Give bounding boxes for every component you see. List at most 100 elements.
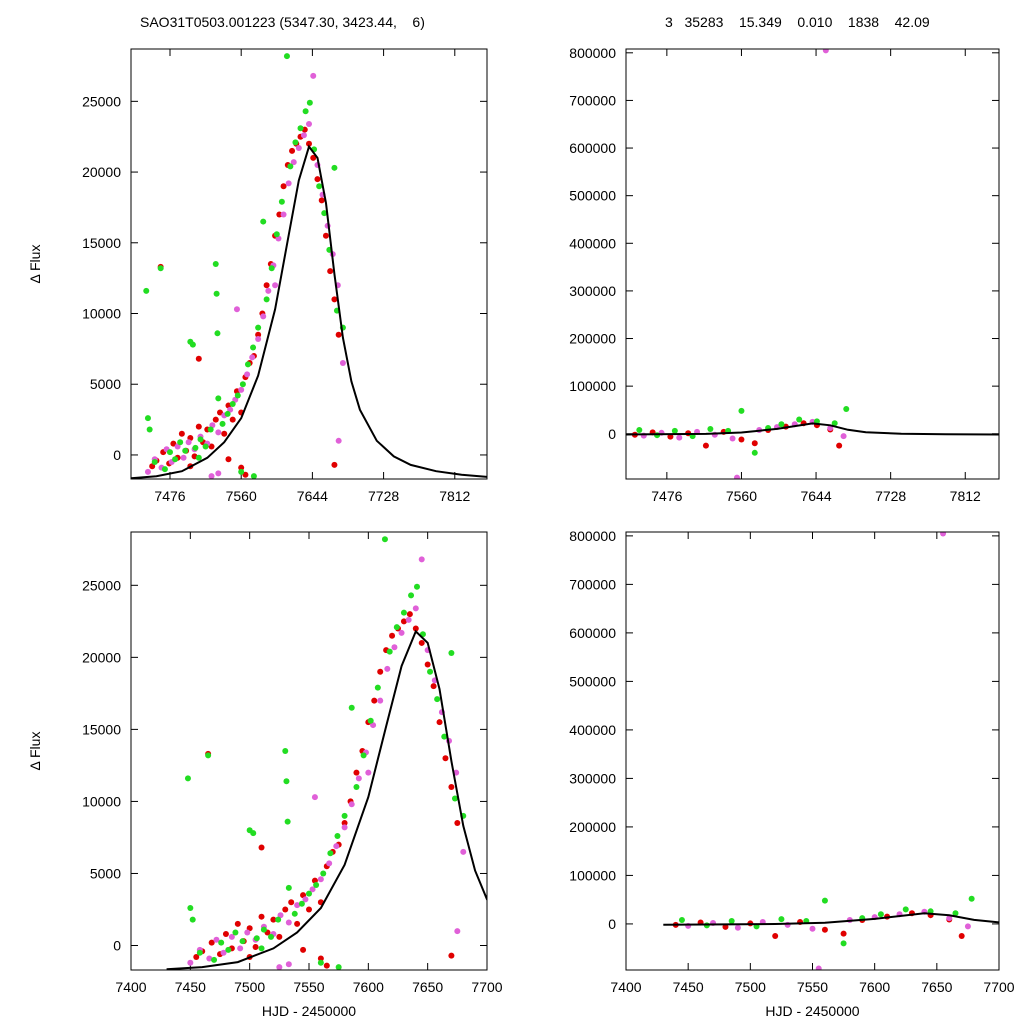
data-point-series_b (317, 876, 324, 883)
data-point-series_c (427, 668, 434, 675)
data-point-series_a (738, 436, 745, 443)
data-point-series_a (252, 943, 259, 950)
data-point-series_a (377, 668, 384, 675)
data-point-series_a (208, 443, 215, 450)
data-point-series_a (222, 930, 229, 937)
data-point-series_b (228, 933, 235, 940)
data-point-series_a (454, 820, 461, 827)
data-point-series_c (297, 125, 304, 132)
data-point-series_c (707, 426, 714, 432)
data-point-series_a (418, 639, 425, 646)
data-point-series_c (258, 945, 265, 952)
data-point-series_c (285, 884, 292, 891)
data-point-series_b (185, 439, 192, 446)
y-tick-label: 25000 (82, 577, 121, 593)
data-point-series_a (958, 933, 965, 940)
y-tick-label: 400000 (569, 235, 616, 251)
data-point-series_a (448, 952, 455, 959)
data-point-series_c (292, 139, 299, 146)
data-point-series_b (294, 902, 301, 909)
y-tick-label: 0 (113, 938, 121, 954)
data-point-series_c (291, 910, 298, 917)
data-point-series_b (365, 769, 372, 776)
data-point-series_b (460, 848, 467, 855)
data-point-series_b (676, 434, 683, 441)
y-tick-label: 0 (113, 447, 121, 463)
data-point-series_c (306, 99, 313, 106)
data-point-series_c (250, 344, 257, 351)
panel-top-left: 7476 7560 7644 7728 7812 0 5000 10000 15000 20000… (27, 48, 488, 504)
data-point-series_c (268, 933, 275, 940)
data-point-series_a (276, 933, 283, 940)
y-tick-label: 20000 (82, 164, 121, 180)
data-point-series_b (339, 360, 346, 367)
x-axis-label: HJD - 2450000 (765, 1003, 859, 1019)
data-point-series_c (166, 449, 173, 456)
data-point-series_a (331, 461, 338, 468)
data-point-series_c (260, 926, 267, 933)
data-point-series_c (448, 650, 455, 657)
data-point-series_a (208, 939, 215, 946)
y-axis-label: Δ Flux (27, 732, 43, 771)
data-point-series_b (206, 955, 213, 962)
data-point-series_b (333, 843, 340, 850)
y-tick-label: 20000 (82, 649, 121, 665)
data-point-series_a (238, 464, 245, 471)
data-point-series_a (751, 440, 758, 447)
data-point-series_a (306, 906, 312, 913)
data-point-series_a (318, 197, 325, 204)
data-point-series_b (285, 180, 292, 187)
data-point-series_b (285, 961, 292, 968)
data-point-series_a (327, 268, 334, 275)
y-tick-label: 700000 (569, 92, 616, 108)
data-point-series_c (239, 938, 246, 945)
data-point-series_b (300, 132, 307, 139)
data-point-series_a (412, 625, 419, 632)
data-point-series_b (208, 473, 215, 479)
data-point-series_c (316, 183, 323, 190)
model-curve (626, 422, 999, 436)
y-tick-label: 800000 (569, 528, 616, 544)
data-point-series_c (195, 454, 202, 461)
x-tick-label: 7500 (735, 979, 766, 995)
data-point-series_c (778, 421, 785, 428)
x-tick-label: 7728 (368, 488, 399, 504)
x-tick-label: 7476 (154, 488, 185, 504)
data-point-series_c (902, 906, 909, 913)
data-point-series_c (255, 324, 262, 331)
data-point-series_c (172, 456, 179, 463)
data-point-series_c (671, 427, 678, 434)
data-point-series_b (405, 616, 412, 623)
data-point-series_c (268, 265, 275, 272)
data-point-series_a (300, 946, 307, 953)
data-point-series_b (341, 824, 348, 831)
data-point-series_a (317, 955, 324, 962)
data-point-series_c (207, 426, 214, 433)
data-point-series_c (213, 290, 220, 297)
data-point-series_b (249, 354, 256, 361)
data-point-series_a (335, 331, 342, 338)
data-point-series_a (331, 296, 338, 303)
data-point-series_a (442, 755, 449, 762)
data-point-series_a (840, 930, 847, 937)
data-point-series_c (161, 466, 168, 473)
y-tick-label: 100000 (569, 378, 616, 394)
data-point-series_a (282, 906, 289, 913)
x-tick-label: 7550 (293, 979, 324, 995)
model-curve (663, 912, 999, 926)
data-point-series_c (334, 833, 341, 840)
data-point-series_b (244, 929, 251, 936)
y-tick-label: 5000 (90, 376, 121, 392)
y-tick-label: 15000 (82, 721, 121, 737)
data-point-series_a (436, 719, 443, 726)
y-tick-label: 0 (608, 426, 616, 442)
data-point-series_a (306, 140, 312, 147)
data-point-series_b (815, 965, 822, 970)
data-point-series_b (348, 801, 355, 808)
data-point-series_c (374, 684, 381, 691)
data-point-series_a (276, 211, 283, 218)
data-point-series_a (195, 355, 202, 362)
data-point-series_b (309, 886, 316, 893)
data-point-series_b (355, 775, 362, 782)
data-point-series_c (205, 752, 212, 759)
